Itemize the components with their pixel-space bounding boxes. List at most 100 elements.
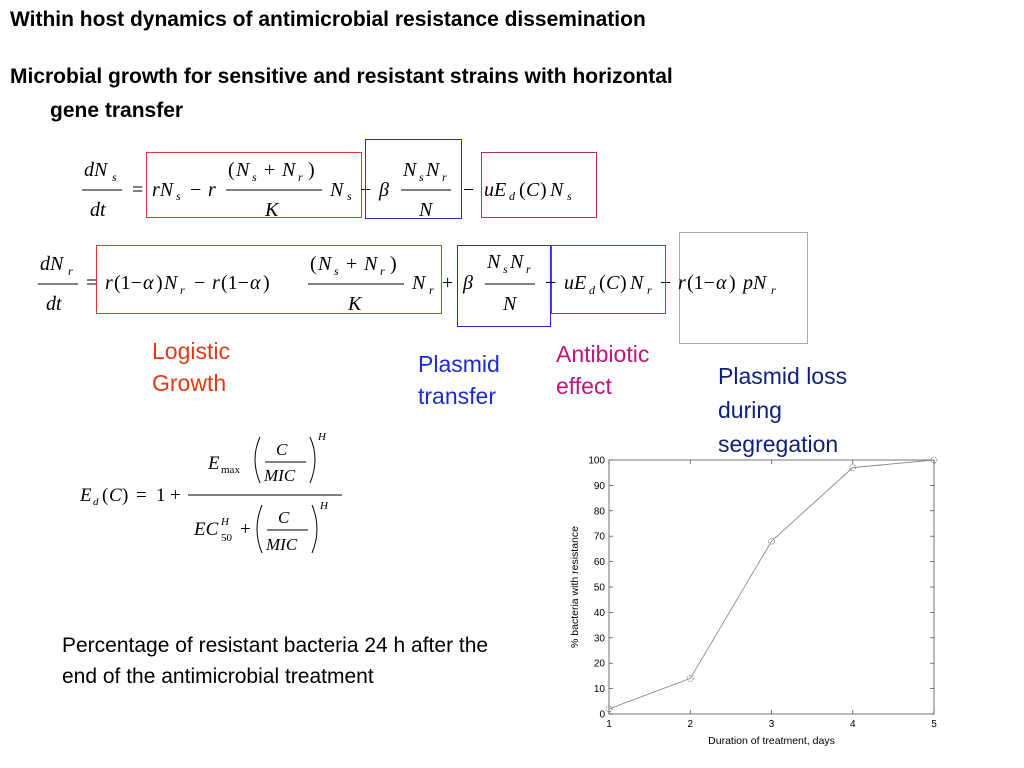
svg-text:=: = (132, 179, 143, 201)
svg-text:C: C (606, 272, 620, 294)
svg-text:N: N (363, 253, 379, 275)
svg-text:E: E (79, 485, 92, 506)
svg-text:s: s (112, 170, 117, 184)
svg-text:pN: pN (741, 272, 768, 294)
svg-text:H: H (317, 431, 327, 443)
svg-text:N: N (163, 272, 179, 294)
svg-text:dN: dN (40, 253, 65, 275)
svg-text:−: − (360, 179, 371, 201)
svg-text:α: α (143, 272, 154, 294)
loss-label-line-2: during (718, 397, 782, 423)
svg-text:−: − (463, 179, 474, 201)
svg-text:d: d (93, 496, 99, 508)
svg-text:s: s (503, 262, 508, 276)
svg-text:α: α (716, 272, 727, 294)
svg-text:s: s (567, 189, 572, 203)
x-tick-label: 4 (850, 719, 856, 730)
svg-text:N: N (317, 253, 333, 275)
svg-text:H: H (319, 500, 329, 512)
svg-text:N: N (509, 251, 525, 273)
svg-text:r: r (771, 283, 776, 297)
svg-text:dt: dt (90, 199, 106, 221)
svg-text:dN: dN (84, 159, 109, 181)
svg-text:r: r (208, 179, 216, 201)
svg-text:s: s (419, 170, 424, 184)
svg-text:r: r (526, 262, 531, 276)
y-tick-label: 60 (594, 557, 606, 568)
data-point (686, 675, 694, 682)
y-tick-label: 90 (594, 481, 606, 492)
svg-text:): ) (390, 253, 397, 275)
x-tick-label: 2 (687, 719, 693, 730)
svg-text:s: s (176, 189, 181, 203)
svg-text:−: − (194, 272, 205, 294)
y-tick-label: 0 (599, 710, 605, 721)
svg-text:N: N (235, 159, 251, 181)
svg-text:(1−: (1− (221, 272, 249, 294)
svg-text:s: s (252, 170, 257, 184)
y-tick-label: 80 (594, 506, 606, 517)
svg-text:=: = (86, 272, 97, 294)
svg-text:MIC: MIC (263, 466, 296, 485)
svg-text:β: β (462, 272, 473, 294)
svg-text:(1−: (1− (114, 272, 142, 294)
y-tick-label: 30 (594, 633, 606, 644)
y-tick-label: 50 (594, 583, 606, 594)
svg-text:r: r (678, 272, 686, 294)
svg-text:s: s (347, 189, 352, 203)
y-tick-label: 10 (594, 684, 606, 695)
svg-text:r: r (429, 283, 434, 297)
logistic-label-line-1: Logistic (152, 338, 230, 364)
svg-text:rN: rN (152, 179, 175, 201)
svg-text:N: N (629, 272, 645, 294)
antibiotic-effect-label: Antibiotic effect (556, 338, 649, 402)
svg-text:EC: EC (193, 519, 219, 540)
svg-text:max: max (221, 464, 240, 476)
svg-text:(1−: (1− (687, 272, 715, 294)
svg-text:(: ( (228, 159, 235, 181)
page-title: Within host dynamics of antimicrobial re… (10, 8, 646, 31)
svg-text:r: r (298, 170, 303, 184)
svg-text:+: + (264, 159, 275, 181)
plasmid-label-line-2: transfer (418, 383, 496, 409)
logistic-label-line-2: Growth (152, 370, 227, 396)
plot-frame (608, 459, 935, 715)
svg-text:): ) (156, 272, 163, 294)
series-line (608, 459, 935, 710)
svg-text:(: ( (102, 485, 108, 506)
svg-text:d: d (589, 283, 596, 297)
y-tick-label: 100 (588, 456, 605, 467)
x-tick-label: 1 (606, 719, 612, 730)
svg-text:1: 1 (156, 485, 166, 506)
svg-text:dt: dt (46, 293, 62, 315)
logistic-term-box-2 (96, 245, 442, 314)
svg-text:K: K (347, 293, 363, 315)
x-tick-label: 3 (769, 719, 775, 730)
x-tick-label: 5 (931, 719, 937, 730)
svg-text:−: − (545, 272, 556, 294)
page-subtitle: Microbial growth for sensitive and resis… (10, 60, 950, 128)
svg-text:): ) (122, 485, 128, 506)
svg-text:r: r (442, 170, 447, 184)
svg-text:E: E (207, 453, 220, 474)
svg-text:r: r (380, 264, 385, 278)
svg-text:): ) (263, 272, 270, 294)
svg-text:C: C (526, 179, 540, 201)
plasmid-transfer-label: Plasmid transfer (418, 348, 500, 412)
svg-text:r: r (105, 272, 113, 294)
svg-text:N: N (502, 293, 518, 315)
chart-caption: Percentage of resistant bacteria 24 h af… (62, 634, 489, 688)
svg-text:α: α (250, 272, 261, 294)
plasmid-transfer-box-1 (365, 139, 462, 219)
subtitle-line-2: gene transfer (50, 99, 184, 122)
svg-text:N: N (486, 251, 502, 273)
svg-text:N: N (411, 272, 427, 294)
loss-label-line-3: segregation (718, 431, 839, 457)
antibiotic-box-1 (481, 152, 597, 218)
svg-text:r: r (180, 283, 185, 297)
svg-text:=: = (136, 485, 147, 506)
logistic-term-box-1 (146, 152, 362, 218)
svg-text:N: N (425, 159, 441, 181)
svg-text:C: C (109, 485, 122, 506)
